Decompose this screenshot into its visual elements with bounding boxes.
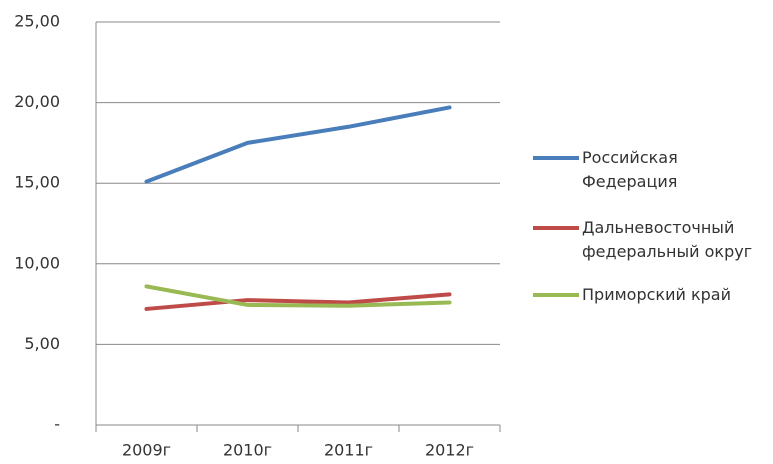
y-tick-label: -	[54, 415, 60, 434]
x-tick-label: 2010г	[223, 441, 272, 460]
y-tick-label: 5,00	[24, 334, 60, 353]
y-tick-label: 10,00	[14, 253, 60, 272]
legend-marker	[533, 293, 579, 297]
series-line	[144, 105, 452, 184]
legend-marker	[533, 156, 579, 160]
y-tick-label: 15,00	[14, 173, 60, 192]
legend-label: Российская Федерация	[582, 148, 678, 191]
series-line	[144, 292, 452, 311]
y-tick-label: 25,00	[14, 12, 60, 31]
x-tick-label: 2012г	[425, 441, 474, 460]
x-tick-label: 2009г	[122, 441, 171, 460]
legend-marker	[533, 226, 579, 230]
legend-label: Приморский край	[582, 285, 731, 304]
series-line	[144, 284, 452, 308]
x-tick-label: 2011г	[324, 441, 373, 460]
y-tick-label: 20,00	[14, 92, 60, 111]
legend-label: Дальневосточный федеральный округ	[582, 218, 753, 261]
